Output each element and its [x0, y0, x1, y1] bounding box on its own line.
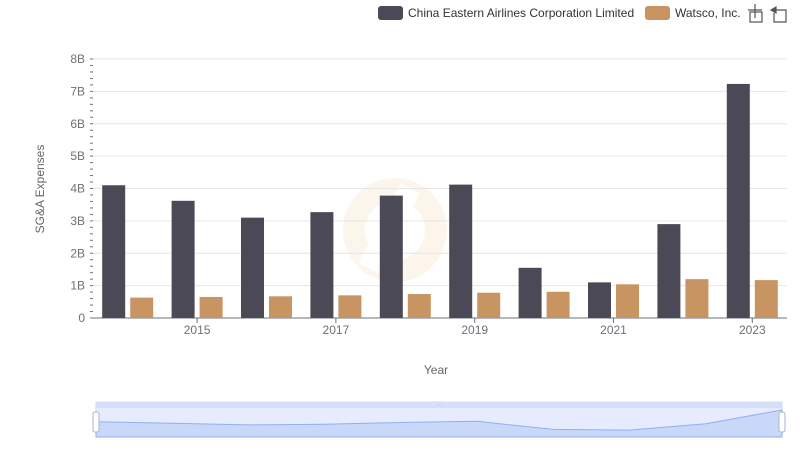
legend-swatch-watsco — [645, 6, 670, 20]
data-zoom-top-bar — [96, 402, 782, 408]
bar-watsco — [199, 296, 223, 318]
bar-china-eastern — [726, 83, 750, 319]
data-zoom-grip-icon: ⋯ — [436, 403, 442, 409]
bar-china-eastern — [102, 185, 126, 318]
bar-watsco — [685, 279, 709, 318]
y-tick-label: 0 — [78, 311, 85, 325]
bar-china-eastern — [379, 195, 403, 318]
bar-china-eastern — [310, 212, 334, 318]
bar-china-eastern — [518, 267, 542, 318]
data-zoom-slider[interactable]: ⋯ — [92, 401, 786, 438]
y-tick-label: 1B — [70, 279, 85, 293]
data-zoom-preview-area — [95, 409, 783, 438]
data-zoom-handle-left[interactable] — [92, 411, 100, 433]
bar-watsco — [269, 296, 292, 318]
x-tick-label: 2017 — [323, 323, 350, 337]
legend: China Eastern Airlines Corporation Limit… — [378, 6, 741, 20]
y-tick-label: 8B — [70, 52, 85, 66]
bar-china-eastern — [449, 184, 473, 318]
bar-watsco — [477, 292, 501, 318]
bars — [102, 83, 778, 319]
x-tick-label: 2019 — [461, 323, 488, 337]
legend-item-china-eastern[interactable]: China Eastern Airlines Corporation Limit… — [378, 6, 634, 20]
y-tick-label: 4B — [70, 182, 85, 196]
bar-watsco — [130, 297, 154, 318]
legend-label-watsco: Watsco, Inc. — [675, 6, 741, 20]
grid-lines — [93, 58, 787, 319]
x-tick-label: 2021 — [600, 323, 627, 337]
x-tick-label: 2015 — [184, 323, 211, 337]
bar-watsco — [407, 294, 431, 318]
y-tick-label: 3B — [70, 214, 85, 228]
bar-watsco — [546, 291, 570, 318]
x-axis-title: Year — [424, 363, 448, 377]
legend-item-watsco[interactable]: Watsco, Inc. — [645, 6, 741, 20]
y-axis: 0 1B 2B 3B 4B 5B 6B 7B 8B — [70, 52, 93, 325]
x-tick-label: 2023 — [739, 323, 766, 337]
bar-watsco — [338, 295, 362, 318]
zoom-icon[interactable] — [748, 4, 763, 23]
bar-china-eastern — [171, 200, 195, 318]
bar-watsco — [754, 280, 778, 318]
data-zoom-handle-right[interactable] — [778, 411, 786, 433]
bar-china-eastern — [588, 282, 611, 318]
y-axis-title: SG&A Expenses — [33, 145, 47, 234]
bar-china-eastern — [657, 224, 681, 318]
y-tick-label: 6B — [70, 117, 85, 131]
y-tick-label: 5B — [70, 149, 85, 163]
y-tick-label: 2B — [70, 246, 85, 260]
bar-china-eastern — [241, 217, 264, 318]
reset-icon[interactable] — [769, 5, 787, 23]
bar-watsco — [616, 284, 639, 318]
x-axis: 2015 2017 2019 2021 2023 — [184, 318, 766, 337]
legend-swatch-china-eastern — [378, 6, 403, 20]
y-tick-label: 7B — [70, 84, 85, 98]
legend-label-china-eastern: China Eastern Airlines Corporation Limit… — [408, 6, 634, 20]
